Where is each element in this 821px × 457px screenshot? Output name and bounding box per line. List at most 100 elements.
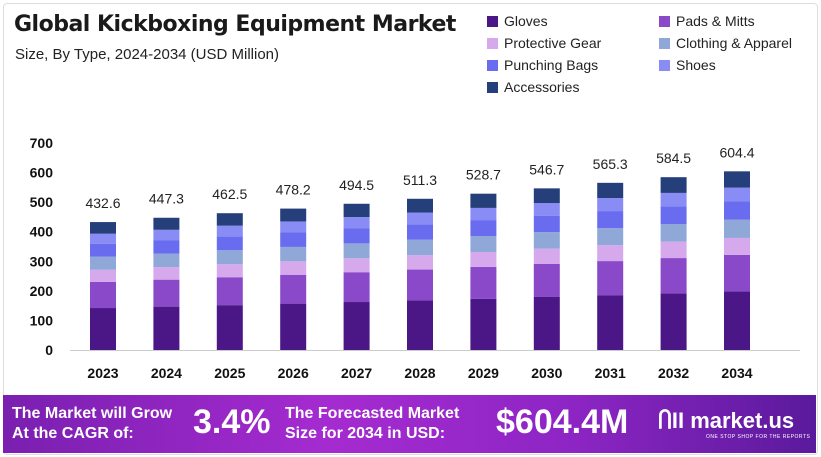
bar-segment-protective-gear [407,255,433,270]
bar-segment-pads-mitts [597,261,624,296]
legend-label: Clothing & Apparel [676,35,792,51]
bar-segment-shoes [470,207,497,221]
legend-label: Pads & Mitts [676,13,755,29]
x-tick-label: 2032 [658,365,689,381]
bar-segment-accessories [153,217,180,230]
bar-segment-punching-bags [153,240,180,254]
x-tick-label: 2030 [531,365,562,381]
summary-banner: The Market will Grow At the CAGR of: 3.4… [3,395,816,453]
bar-segment-clothing-apparel [597,228,624,246]
legend: Gloves Pads & Mitts Protective Gear Clothin… [487,13,817,95]
bar-segment-pads-mitts [407,269,433,301]
bar-segment-clothing-apparel [216,250,243,265]
bar-segment-shoes [533,203,560,216]
bar-segment-clothing-apparel [724,219,750,238]
market-us-logo: ႶII market.us [658,408,795,433]
bar-segment-pads-mitts [153,279,180,307]
y-tick-label: 200 [30,283,54,299]
bar-segment-shoes [216,225,243,237]
bar-segment-gloves [407,300,433,350]
total-label: 604.4 [719,144,754,160]
legend-label: Punching Bags [504,57,599,73]
bar-segment-gloves [470,298,497,350]
bar-segment-gloves [533,296,560,350]
legend-label: Gloves [504,13,548,29]
bar-segment-gloves [724,291,750,350]
bar-segment-clothing-apparel [343,243,370,259]
total-label: 528.7 [466,167,501,183]
bar-segment-accessories [90,222,116,234]
bar-segment-shoes [660,192,687,207]
forecast-label: The Forecasted Market Size for 2034 in U… [285,405,460,442]
bar-segment-clothing-apparel [280,246,307,262]
total-label: 511.3 [403,172,437,188]
bar-segment-punching-bags [597,211,624,229]
bar-segment-shoes [280,221,307,233]
bar-segment-accessories [533,188,560,204]
legend-label: Accessories [504,79,580,95]
legend-item: Gloves [487,13,659,29]
bar-segment-accessories [470,193,497,208]
bar-segment-punching-bags [90,243,116,257]
bar-segment-protective-gear [724,237,750,255]
bar-segment-pads-mitts [470,266,497,299]
bar-segment-clothing-apparel [153,253,180,268]
bar-segment-accessories [407,198,433,213]
bar-segment-accessories [216,213,243,226]
legend-swatch [487,15,498,27]
chart-title: Global Kickboxing Equipment Market [14,12,456,37]
x-tick-label: 2031 [595,365,626,381]
bar-segment-pads-mitts [343,272,370,303]
bar-segment-protective-gear [216,264,243,278]
legend-item: Punching Bags [487,57,659,73]
y-tick-label: 400 [30,224,54,240]
x-tick-label: 2024 [151,365,182,381]
legend-item: Clothing & Apparel [659,35,809,51]
chart-subtitle: Size, By Type, 2024-2034 (USD Million) [15,46,280,63]
x-tick-label: 2034 [721,365,752,381]
cagr-value: 3.4% [193,403,271,441]
bar-segment-punching-bags [533,215,560,233]
legend-label: Shoes [676,57,716,73]
total-label: 584.5 [656,150,691,166]
total-label: 565.3 [593,156,628,172]
bar-segment-protective-gear [280,261,307,275]
total-label: 546.7 [529,161,564,177]
bar-segment-pads-mitts [216,277,243,306]
total-label: 447.3 [149,191,184,207]
bar-segment-shoes [153,229,180,241]
bar-segment-protective-gear [343,258,370,273]
x-tick-label: 2026 [278,365,309,381]
bar-segment-gloves [280,303,307,350]
bar-segment-punching-bags [660,206,687,225]
bar-segment-gloves [660,293,687,350]
legend-label: Protective Gear [504,35,602,51]
legend-swatch [659,15,670,27]
bar-segment-gloves [597,295,624,350]
bar-segment-gloves [90,308,116,350]
bar-segment-gloves [343,302,370,350]
logo-tagline: ONE STOP SHOP FOR THE REPORTS [706,434,811,440]
legend-swatch [487,37,498,49]
legend-item: Protective Gear [487,35,659,51]
bar-segment-shoes [597,198,624,212]
bar-segment-clothing-apparel [407,239,433,256]
legend-swatch [487,81,498,93]
bar-segment-pads-mitts [90,281,116,309]
bar-segment-clothing-apparel [90,256,116,270]
bar-segment-shoes [407,212,433,225]
total-label: 478.2 [276,182,311,198]
bar-segment-pads-mitts [724,254,750,292]
y-tick-label: 600 [30,165,54,181]
bar-segment-protective-gear [533,248,560,265]
x-tick-label: 2023 [87,365,118,381]
legend-item: Shoes [659,57,809,73]
bar-segment-clothing-apparel [660,224,687,242]
y-tick-label: 500 [30,194,54,210]
bar-segment-pads-mitts [660,258,687,294]
bar-segment-clothing-apparel [533,232,560,249]
total-label: 462.5 [212,186,247,202]
bar-segment-punching-bags [724,201,750,220]
bar-segment-punching-bags [470,220,497,237]
x-tick-label: 2025 [214,365,245,381]
